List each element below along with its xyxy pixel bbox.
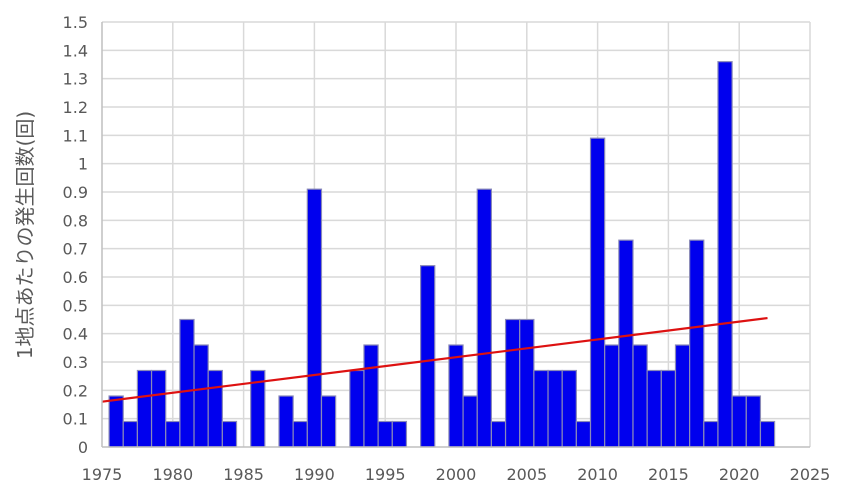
bar [604,344,620,448]
bar [745,395,762,448]
y-tick-label: 0.6 [63,268,88,287]
bar [646,369,662,448]
bar [448,344,464,448]
bar [122,420,138,448]
bar [306,188,323,448]
x-tick-label: 1985 [223,465,264,484]
bar [703,420,719,448]
x-tick-label: 1980 [152,465,193,484]
bar [731,395,747,448]
bar [349,369,365,448]
bar [717,61,733,448]
x-tick-label: 2025 [790,465,831,484]
x-tick-label: 2015 [648,465,689,484]
bar [292,420,308,448]
bar [575,420,592,448]
bar [108,395,124,448]
bar [674,344,691,448]
x-tick-label: 1995 [365,465,406,484]
bar [547,369,563,448]
bar [363,344,379,448]
y-tick-label: 1.4 [63,41,88,60]
bar [759,420,776,448]
x-tick-label: 2005 [506,465,547,484]
bar [136,369,153,448]
trend-line-path [101,316,768,403]
bar [490,420,507,448]
bar [632,344,648,448]
bar [689,239,705,448]
y-tick-label: 0 [78,438,88,457]
y-tick-label: 1 [78,155,88,174]
y-tick-label: 0.3 [63,353,88,372]
bar [320,395,337,448]
y-tick-label: 1.5 [63,13,88,32]
bar [420,265,436,448]
y-tick-labels: 0 0.1 0.2 0.3 0.4 0.5 0.6 0.7 0.8 0.9 1 1.1 1.2 1.3 1.… [63,13,88,457]
x-tick-label: 1990 [294,465,335,484]
bar [150,369,167,448]
bar [618,239,634,448]
bar [561,369,577,448]
y-tick-label: 1.1 [63,126,88,145]
bar [278,395,294,448]
bar [391,420,408,448]
axes [101,22,810,448]
trend-line [101,316,768,403]
bar [476,188,492,448]
y-tick-label: 1.2 [63,98,88,117]
bar [377,420,393,448]
y-tick-label: 0.9 [63,183,88,202]
bar [504,318,521,448]
y-tick-label: 0.4 [63,325,88,344]
bar [589,137,606,448]
y-tick-label: 0.1 [63,410,88,429]
bar [660,369,677,448]
bar [207,369,223,448]
y-tick-label: 0.8 [63,211,88,230]
bar [179,318,195,448]
bar [165,420,181,448]
bar [193,344,209,448]
bar [462,395,478,448]
y-tick-label: 1.3 [63,70,88,89]
bar [221,420,238,448]
x-tick-label: 2010 [577,465,618,484]
y-tick-label: 0.5 [63,296,88,315]
x-tick-label: 2020 [719,465,760,484]
y-axis-label: 1地点あたりの発生回数(回) [13,111,37,359]
y-tick-label: 0.2 [63,381,88,400]
bar [533,369,549,448]
bar [519,318,535,448]
x-tick-label: 1975 [82,465,123,484]
bars [108,61,776,448]
x-tick-label: 2000 [436,465,477,484]
y-tick-label: 0.7 [63,240,88,259]
x-tick-labels: 1975 1980 1985 1990 1995 2000 2005 2010 2015 2020… [82,465,831,484]
